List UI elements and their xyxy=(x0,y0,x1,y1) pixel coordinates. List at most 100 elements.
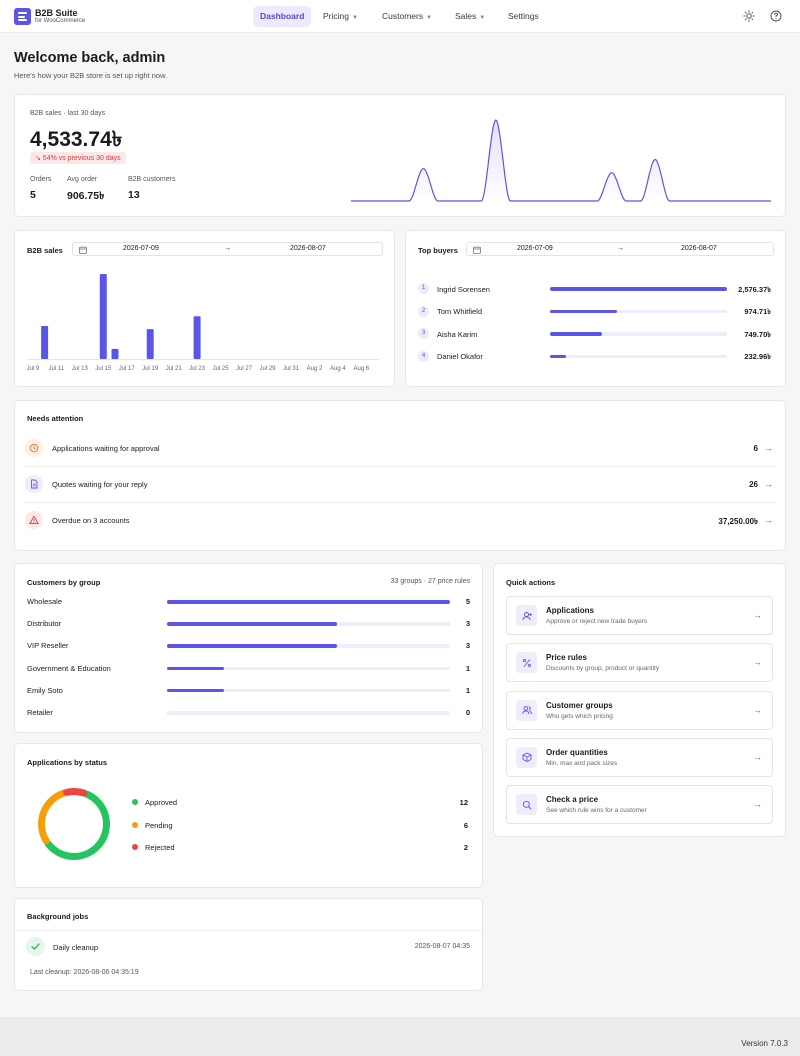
status-label: Pending xyxy=(145,820,173,830)
buyers-date-range[interactable]: 2026-07-09 → 2026-08-07 xyxy=(466,242,774,256)
sales-date-range[interactable]: 2026-07-09 → 2026-08-07 xyxy=(72,242,383,256)
buyer-bar-track xyxy=(550,332,727,336)
nav-dashboard[interactable]: Dashboard xyxy=(253,6,312,27)
quick-action-icon-badge xyxy=(516,699,537,721)
donut-slice xyxy=(38,789,68,845)
quick-action-subtitle: Who gets which pricing xyxy=(546,712,613,720)
quick-action-icon-badge xyxy=(516,652,537,674)
quick-action-icon-badge xyxy=(516,746,537,768)
group-name[interactable]: Retailer xyxy=(27,708,53,717)
buyer-bar-fill xyxy=(550,332,602,336)
sales-date-from: 2026-07-09 xyxy=(123,245,159,252)
stat-label: B2B customers xyxy=(128,176,176,183)
sun-icon[interactable] xyxy=(743,10,755,22)
buyer-name[interactable]: Aisha Karim xyxy=(437,329,478,339)
change-badge: ↘ 54% vs previous 30 days xyxy=(30,152,126,164)
status-label: Rejected xyxy=(145,843,175,852)
calendar-icon xyxy=(79,246,87,254)
attention-icon-badge xyxy=(25,475,43,493)
group-bar-fill xyxy=(167,666,224,671)
attention-label[interactable]: Overdue on 3 accounts xyxy=(52,516,130,525)
chevron-down-icon: ▼ xyxy=(479,15,486,21)
page-title: Welcome back, admin xyxy=(14,50,166,66)
buyer-name[interactable]: Ingrid Sorensen xyxy=(437,284,490,294)
help-icon[interactable] xyxy=(770,10,782,22)
top-buyers-title: Top buyers xyxy=(418,246,458,255)
x-tick-label: Jul 27 xyxy=(236,366,253,372)
attention-label[interactable]: Applications waiting for approval xyxy=(52,444,160,453)
donut-slice xyxy=(44,790,110,860)
group-name[interactable]: Government & Education xyxy=(27,663,111,673)
jobs-title: Background jobs xyxy=(27,912,89,921)
group-bar-track xyxy=(167,688,450,693)
quick-action-check-a-price[interactable]: Check a price See which rule wins for a c… xyxy=(506,785,773,825)
x-tick-label: Jul 29 xyxy=(259,366,276,372)
attention-label[interactable]: Quotes waiting for your reply xyxy=(52,480,148,489)
chevron-down-icon: ▼ xyxy=(426,15,433,21)
x-tick-label: Jul 11 xyxy=(49,366,65,372)
quick-actions-card: Quick actions Applications Approve or rej… xyxy=(493,563,786,837)
nav-customers[interactable]: Customers ▼ xyxy=(382,11,433,21)
group-bar-track xyxy=(167,622,450,626)
page-subtitle: Here's how your B2B store is set up righ… xyxy=(14,71,168,80)
quick-action-order-quantities[interactable]: Order quantities Min, max and pack sizes → xyxy=(506,737,773,777)
buyer-amount: 2,576.37৳ xyxy=(738,284,771,294)
top-bar: B2B Suite for WooCommerce Dashboard Pric… xyxy=(0,0,800,33)
quick-action-icon-badge xyxy=(516,605,537,626)
buyers-date-to: 2026-08-07 xyxy=(681,245,717,252)
x-tick-label: Aug 2 xyxy=(307,366,323,372)
check-icon xyxy=(31,943,40,950)
chevron-down-icon: ▼ xyxy=(351,15,358,21)
x-tick-label: Jul 9 xyxy=(27,366,40,372)
percent-icon xyxy=(522,658,531,667)
job-name: Daily cleanup xyxy=(53,943,99,952)
group-name[interactable]: Distributor xyxy=(27,619,62,629)
nav-sales[interactable]: Sales ▼ xyxy=(455,11,486,21)
needs-attention-card: Needs attention Applications waiting for… xyxy=(14,400,786,551)
arrow-right-icon[interactable]: → xyxy=(764,515,773,525)
sales-chart-title: B2B sales xyxy=(27,246,63,255)
group-bar-track xyxy=(167,666,450,671)
warning-icon xyxy=(29,515,39,525)
range-arrow-icon: → xyxy=(617,245,624,252)
quick-action-applications[interactable]: Applications Approve or reject new trade … xyxy=(506,596,773,635)
arrow-right-icon: → xyxy=(753,610,762,620)
arrow-right-icon[interactable]: → xyxy=(764,443,773,453)
buyer-name[interactable]: Daniel Okafor xyxy=(437,352,483,361)
group-name[interactable]: Wholesale xyxy=(27,597,63,606)
group-bar-fill xyxy=(167,600,450,604)
brand-logo[interactable] xyxy=(14,8,31,25)
group-bar-fill xyxy=(167,688,224,693)
rank-badge: 4 xyxy=(418,350,429,362)
stat-label: Avg order xyxy=(67,176,98,183)
sales-summary-card: B2B sales · last 30 days 4,533.74৳ ↘ 54%… xyxy=(14,94,786,217)
buyer-name[interactable]: Tom Whitfield xyxy=(437,307,483,316)
sales-bar xyxy=(41,326,49,359)
group-bar-fill xyxy=(167,644,337,648)
quick-action-price-rules[interactable]: Price rules Discounts by group, product o… xyxy=(506,643,773,683)
arrow-right-icon: → xyxy=(753,657,762,668)
nav-settings[interactable]: Settings xyxy=(508,11,539,21)
buyers-date-from: 2026-07-09 xyxy=(517,245,553,252)
group-bar-track xyxy=(167,600,450,604)
stat-value: 13 xyxy=(128,189,140,201)
group-name[interactable]: Emily Soto xyxy=(27,685,63,695)
group-name[interactable]: VIP Reseller xyxy=(27,641,69,651)
sales-bar-chart: Jul 9 Jul 11 Jul 13 Jul 15 Jul 17 Jul 19 Jul 2… xyxy=(27,274,379,372)
attention-value: 37,250.00৳ xyxy=(718,517,758,526)
nav-pricing[interactable]: Pricing ▼ xyxy=(323,11,358,21)
group-bar-fill xyxy=(167,622,337,626)
attention-icon-badge xyxy=(25,439,43,457)
group-bar-track xyxy=(167,711,450,715)
x-tick-label: Jul 13 xyxy=(72,366,89,372)
status-label: Approved xyxy=(145,798,178,807)
arrow-right-icon: → xyxy=(753,704,762,715)
applications-title: Applications by status xyxy=(27,758,108,767)
arrow-right-icon[interactable]: → xyxy=(764,479,773,489)
quick-action-customer-groups[interactable]: Customer groups Who gets which pricing → xyxy=(506,690,773,730)
job-status-badge xyxy=(26,937,45,956)
group-count: 1 xyxy=(465,663,470,673)
top-buyers-card: Top buyers 2026-07-09 → 2026-08-07 1 Ingr… xyxy=(405,230,786,387)
calendar-icon xyxy=(473,246,481,254)
needs-attention-title: Needs attention xyxy=(27,414,84,423)
